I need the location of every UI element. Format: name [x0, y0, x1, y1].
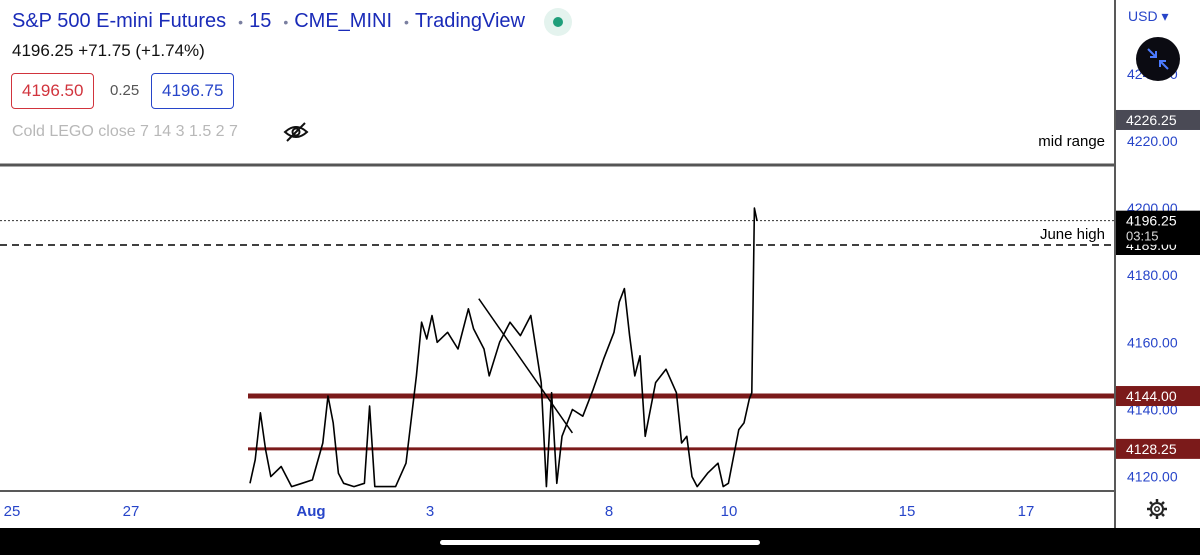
home-indicator-bar: [0, 528, 1200, 555]
countdown-label: 03:15: [1126, 229, 1159, 244]
x-tick-label: Aug: [296, 503, 325, 520]
price-tag-bg: [1116, 109, 1200, 130]
symbol-name[interactable]: S&P 500 E-mini Futures: [12, 10, 227, 32]
level-annotation: June high: [1040, 226, 1105, 243]
market-open-icon: [544, 8, 572, 36]
chevron-down-icon: ▾: [1161, 8, 1169, 24]
currency-label: USD: [1128, 8, 1158, 24]
price-axis[interactable]: 4240.004220.004200.004180.004160.004140.…: [1114, 0, 1200, 528]
price-change-line: 4196.25 +71.75 (+1.74%): [12, 41, 205, 61]
y-tick-label: 4180.00: [1127, 267, 1178, 283]
x-tick-label: 25: [4, 503, 21, 520]
source-label: TradingView: [414, 10, 525, 32]
y-tick-label: 4220.00: [1127, 133, 1178, 149]
collapse-arrows-icon: [1147, 48, 1169, 70]
x-tick-label: 17: [1018, 503, 1035, 520]
price-tag-label: 4128.25: [1126, 441, 1177, 457]
buy-button[interactable]: 4196.75: [151, 73, 235, 109]
x-tick-label: 27: [123, 503, 140, 520]
price-series-line[interactable]: [249, 207, 758, 488]
x-tick-label: 10: [721, 503, 738, 520]
time-axis[interactable]: 25 27 Aug 3 8 10 15 17: [0, 490, 1114, 520]
interval-label[interactable]: 15: [249, 10, 272, 32]
sell-button[interactable]: 4196.50: [11, 73, 95, 109]
plot-area[interactable]: mid range June high: [0, 133, 1114, 488]
level-annotation: mid range: [1038, 133, 1105, 150]
y-tick-label: 4120.00: [1127, 469, 1178, 485]
current-price-tag-bg: [1116, 210, 1200, 245]
price-tag-label: 4144.00: [1126, 388, 1177, 404]
hide-eye-icon[interactable]: [283, 121, 309, 143]
trendline[interactable]: [478, 298, 574, 434]
price-change: +71.75 (+1.74%): [78, 41, 205, 60]
symbol-header[interactable]: S&P 500 E-mini Futures • 15 • CME_MINI • Tradi…: [12, 10, 525, 32]
exchange-label: CME_MINI: [294, 10, 393, 32]
last-price: 4196.25: [12, 41, 74, 60]
x-tick-label: 3: [426, 503, 434, 520]
x-tick-label: 8: [605, 503, 613, 520]
collapse-button[interactable]: [1136, 37, 1180, 81]
current-price-label: 4196.25: [1126, 213, 1177, 229]
currency-selector[interactable]: USD ▾: [1128, 8, 1168, 25]
settings-gear-icon[interactable]: [1146, 498, 1168, 520]
y-tick-label: 4160.00: [1127, 334, 1178, 350]
price-tag-bg: [1116, 386, 1200, 407]
spread-value: 0.25: [110, 82, 140, 99]
indicator-label[interactable]: Cold LEGO close 7 14 3 1.5 2 7: [12, 123, 238, 140]
price-tag-bg: [1116, 438, 1200, 459]
price-tag-label: 4226.25: [1126, 112, 1177, 128]
x-tick-label: 15: [899, 503, 916, 520]
